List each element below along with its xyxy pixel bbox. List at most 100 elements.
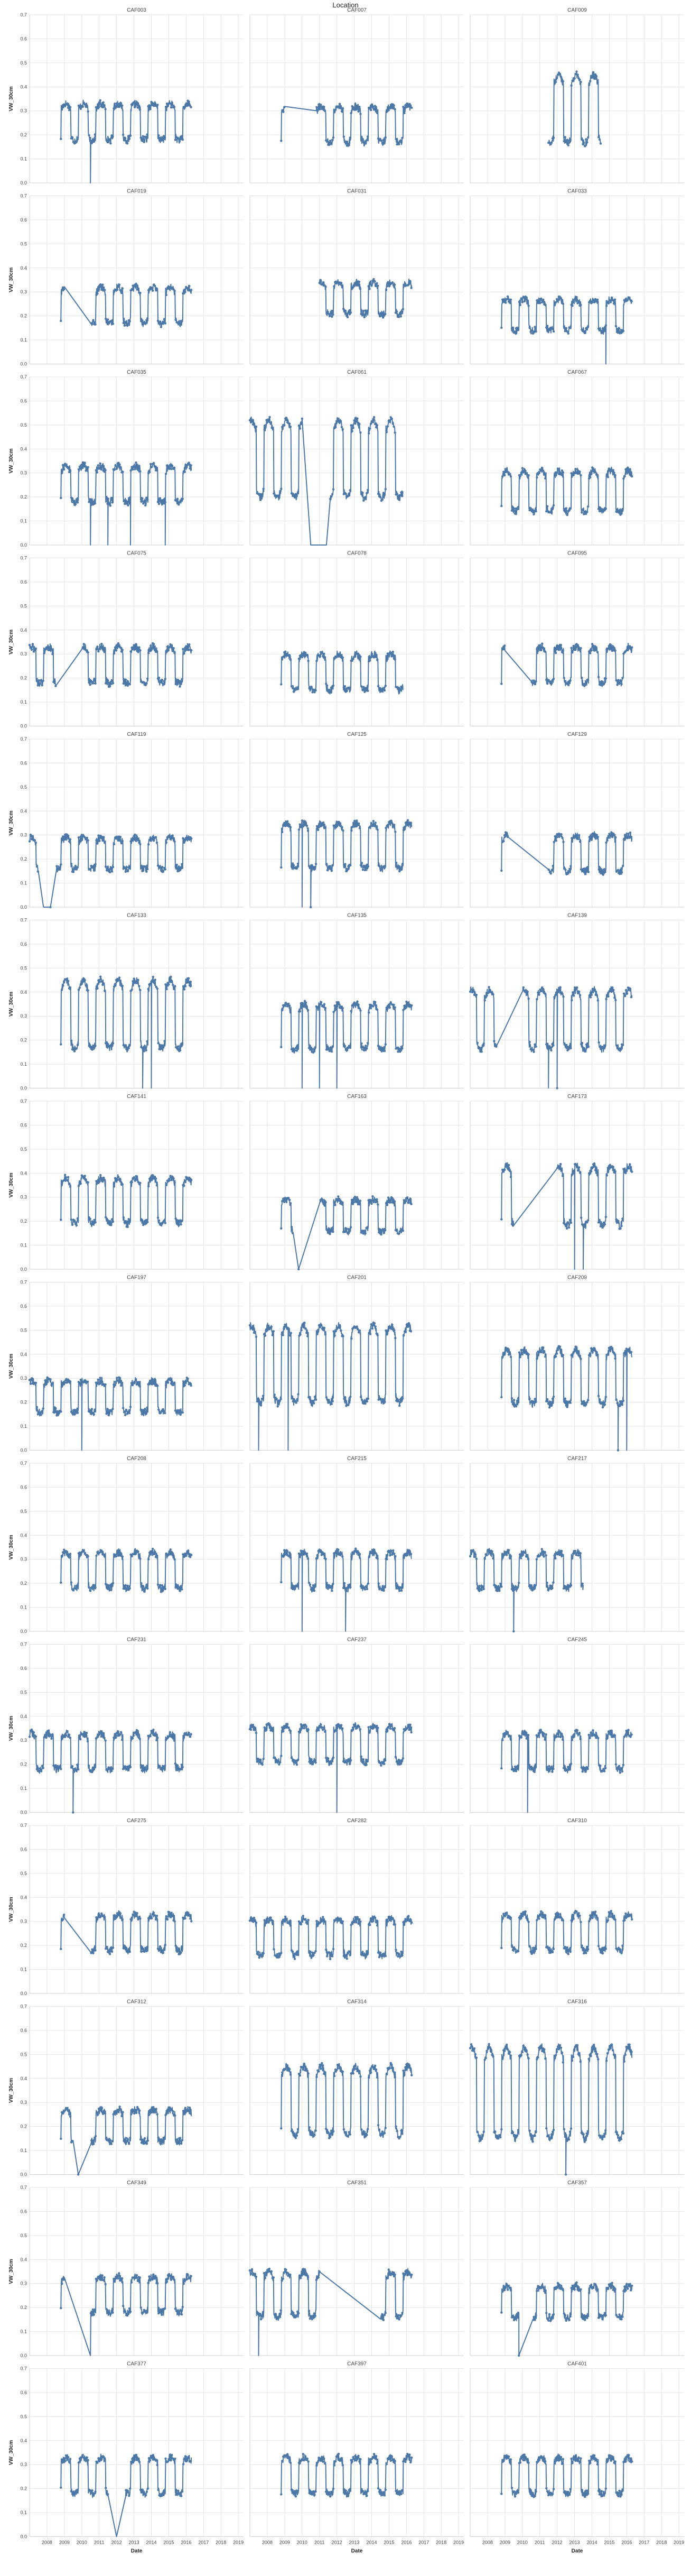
data-point xyxy=(547,1402,550,1405)
data-point xyxy=(357,822,360,825)
data-point xyxy=(44,1734,46,1737)
data-point xyxy=(137,978,139,982)
data-point xyxy=(73,1050,76,1052)
data-point xyxy=(352,1552,355,1555)
data-point xyxy=(399,1955,401,1958)
data-point xyxy=(475,1557,478,1561)
data-point xyxy=(371,1552,373,1555)
data-point xyxy=(376,1008,379,1011)
data-point xyxy=(121,1918,124,1921)
data-point xyxy=(110,1218,114,1221)
data-point xyxy=(262,487,265,491)
data-point xyxy=(190,289,193,291)
data-point xyxy=(621,1404,624,1406)
series-line-caf173 xyxy=(501,1162,633,1270)
data-point xyxy=(293,1049,296,1052)
data-point xyxy=(594,1169,597,1171)
data-point xyxy=(69,1380,72,1383)
y-tick-label: 0.0 xyxy=(20,1086,27,1091)
data-point xyxy=(571,1739,574,1741)
data-point xyxy=(280,1755,283,1757)
data-point xyxy=(356,1550,359,1553)
data-point xyxy=(269,1916,272,1919)
data-point xyxy=(154,1918,157,1921)
data-point xyxy=(580,1921,582,1924)
data-point xyxy=(121,1739,124,1741)
data-point xyxy=(181,1220,183,1222)
data-point xyxy=(97,1378,99,1381)
data-point xyxy=(101,106,104,108)
data-point xyxy=(393,1003,395,1007)
data-point xyxy=(350,112,352,115)
data-point xyxy=(405,103,408,106)
data-point xyxy=(368,1556,371,1558)
data-point xyxy=(587,1948,590,1951)
data-point xyxy=(280,1952,283,1954)
data-point xyxy=(163,318,166,320)
data-point xyxy=(107,322,110,325)
data-point xyxy=(258,1956,260,1959)
data-point xyxy=(31,643,34,645)
data-point xyxy=(54,1407,57,1410)
data-point xyxy=(359,1728,361,1731)
data-point xyxy=(180,1585,182,1587)
y-tick-label: 0.1 xyxy=(20,1786,27,1791)
data-point xyxy=(548,680,551,683)
data-point xyxy=(572,1172,575,1175)
data-point xyxy=(551,1951,554,1953)
data-point xyxy=(67,2110,70,2112)
data-point xyxy=(375,1332,378,1335)
data-point xyxy=(392,1729,395,1732)
data-point xyxy=(505,1164,508,1167)
data-point xyxy=(398,1763,401,1766)
data-point xyxy=(142,1224,145,1226)
data-point xyxy=(82,1177,85,1180)
data-point xyxy=(150,1176,152,1179)
data-point xyxy=(146,133,148,136)
data-point xyxy=(289,426,292,428)
data-point xyxy=(630,1914,632,1917)
data-point xyxy=(181,320,183,322)
data-point xyxy=(408,1729,410,1731)
data-point xyxy=(561,469,564,472)
data-point xyxy=(576,1551,579,1554)
data-point xyxy=(167,1554,170,1556)
data-point xyxy=(553,304,556,307)
data-point xyxy=(380,1400,383,1403)
data-point xyxy=(278,1763,281,1766)
data-point xyxy=(296,862,300,865)
data-point xyxy=(90,1222,92,1225)
data-point xyxy=(118,105,120,108)
data-point xyxy=(90,2139,93,2142)
data-point xyxy=(181,1588,183,1591)
data-point xyxy=(64,1381,67,1384)
y-tick-label: 0.0 xyxy=(20,724,27,729)
data-point xyxy=(470,988,473,991)
data-point xyxy=(627,1729,630,1731)
data-point xyxy=(251,1723,255,1726)
data-point xyxy=(145,1412,147,1415)
data-point xyxy=(337,1003,340,1005)
data-point xyxy=(563,507,566,510)
data-point xyxy=(113,652,116,655)
data-point xyxy=(528,1945,531,1947)
data-point xyxy=(347,495,349,497)
data-point xyxy=(254,1331,257,1333)
data-point xyxy=(111,1582,115,1584)
series-line-caf007 xyxy=(281,102,412,147)
facet-panel-caf282: CAF282 xyxy=(248,1818,464,1994)
data-point xyxy=(175,500,178,502)
data-point xyxy=(362,1758,365,1761)
data-point xyxy=(169,1379,172,1381)
data-point xyxy=(108,138,111,141)
data-point xyxy=(571,650,574,652)
data-point xyxy=(600,1402,603,1405)
data-point xyxy=(351,1726,354,1729)
data-point xyxy=(324,285,327,288)
data-point xyxy=(277,1956,279,1959)
data-point xyxy=(389,1201,392,1203)
data-point xyxy=(281,830,284,834)
data-point xyxy=(540,649,543,652)
data-point xyxy=(292,690,295,693)
data-point xyxy=(157,1219,161,1222)
